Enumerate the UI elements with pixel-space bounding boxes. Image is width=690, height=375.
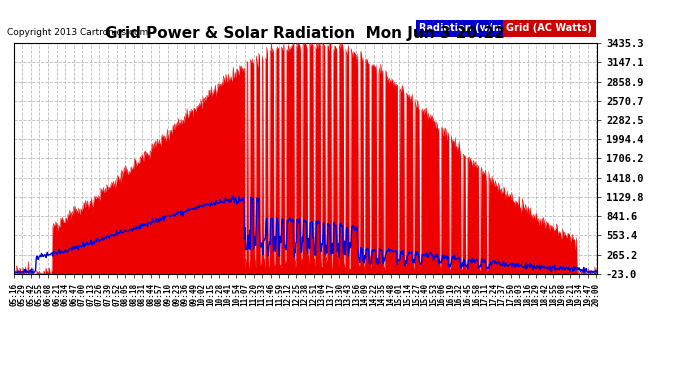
Text: Grid (AC Watts): Grid (AC Watts) bbox=[506, 23, 592, 33]
Text: Radiation (w/m2): Radiation (w/m2) bbox=[419, 23, 513, 33]
Text: Copyright 2013 Cartronics.com: Copyright 2013 Cartronics.com bbox=[7, 28, 148, 37]
Title: Grid Power & Solar Radiation  Mon Jun 3 20:22: Grid Power & Solar Radiation Mon Jun 3 2… bbox=[106, 26, 505, 40]
